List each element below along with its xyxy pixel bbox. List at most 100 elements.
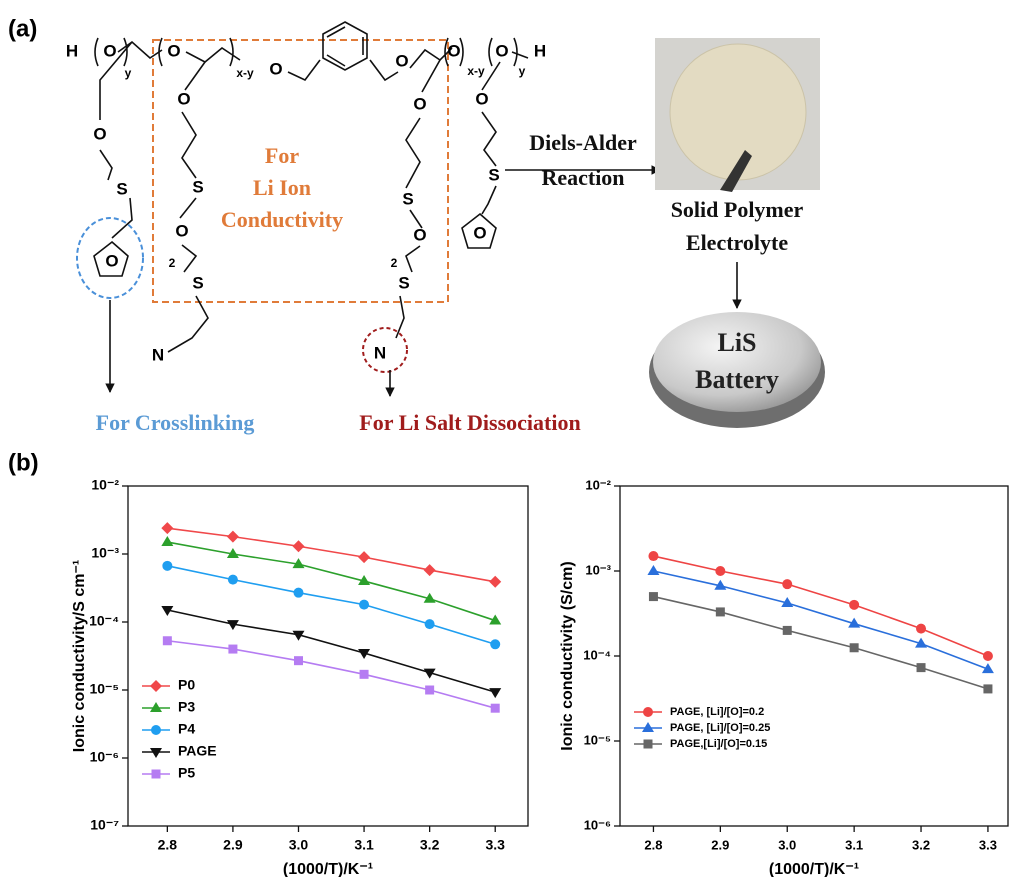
legend-marker: [150, 680, 162, 692]
data-point: [228, 575, 238, 585]
atom: O: [395, 51, 408, 70]
x-tick-label: 2.9: [223, 837, 243, 853]
atom: O: [175, 221, 188, 240]
legend-marker: [151, 725, 161, 735]
atom: O: [475, 89, 488, 108]
y-tick-label: 10⁻⁴: [583, 647, 611, 662]
legend-label: P5: [178, 765, 195, 781]
data-point: [489, 576, 501, 588]
x-tick-label: 3.1: [845, 837, 863, 852]
atom: O: [495, 41, 508, 60]
subscript: x-y: [467, 64, 485, 78]
panel-label: (b): [8, 449, 39, 476]
product-text: Solid Polymer: [671, 197, 804, 222]
legend-label: P4: [178, 721, 195, 737]
data-point: [647, 565, 659, 575]
subscript: y: [519, 64, 526, 78]
series-line: [167, 641, 495, 708]
reaction-text: Diels-Alder: [529, 130, 637, 155]
data-point: [489, 688, 501, 698]
data-point: [425, 619, 435, 629]
atom: N: [152, 345, 164, 364]
dissociation-text: For Li Salt Dissociation: [359, 410, 580, 435]
legend-marker: [644, 740, 653, 749]
data-point: [294, 656, 303, 665]
legend-marker: [150, 748, 162, 758]
atom: H: [534, 41, 546, 60]
atom: S: [116, 179, 127, 198]
atom: O: [103, 41, 116, 60]
y-tick-label: 10⁻²: [91, 477, 119, 493]
atom: N: [374, 343, 386, 362]
data-point: [292, 540, 304, 552]
data-point: [782, 579, 792, 589]
series-line: [653, 597, 987, 689]
data-point: [227, 531, 239, 543]
box-text: For: [265, 143, 299, 168]
atom: O: [177, 89, 190, 108]
panel-a: (a) H O y O x-y O O O x-y O y H O S O O …: [8, 15, 825, 435]
atom: S: [398, 273, 409, 292]
data-point: [360, 670, 369, 679]
atom: O: [413, 225, 426, 244]
data-point: [716, 607, 725, 616]
x-tick-label: 2.9: [711, 837, 729, 852]
data-point: [491, 704, 500, 713]
atom: O: [167, 41, 180, 60]
series-line: [167, 528, 495, 582]
y-tick-label: 10⁻³: [585, 562, 611, 577]
legend-label: PAGE, [Li]/[O]=0.2: [670, 706, 764, 718]
data-point: [983, 684, 992, 693]
y-tick-label: 10⁻²: [585, 477, 611, 492]
x-tick-label: 3.2: [420, 837, 440, 853]
data-point: [783, 626, 792, 635]
figure: (a) H O y O x-y O O O x-y O y H O S O O …: [0, 0, 1011, 877]
data-point: [162, 561, 172, 571]
series-line: [167, 610, 495, 692]
data-point: [228, 645, 237, 654]
legend-marker: [643, 707, 653, 717]
y-tick-label: 10⁻³: [91, 545, 119, 561]
y-tick-label: 10⁻⁶: [90, 749, 119, 765]
y-tick-label: 10⁻⁶: [584, 817, 611, 832]
legend-label: PAGE, [Li]/[O]=0.25: [670, 722, 770, 734]
x-tick-label: 3.3: [485, 837, 505, 853]
series-line: [167, 566, 495, 644]
y-tick-label: 10⁻⁷: [90, 817, 119, 833]
data-point: [490, 639, 500, 649]
data-point: [163, 636, 172, 645]
atom: O: [269, 59, 282, 78]
box-text: Li Ion: [253, 175, 311, 200]
data-point: [293, 588, 303, 598]
subscript: 2: [169, 256, 176, 270]
data-point: [161, 536, 173, 546]
x-tick-label: 2.8: [644, 837, 662, 852]
x-axis-label: (1000/T)/K⁻¹: [769, 861, 859, 877]
subscript: 2: [391, 256, 398, 270]
data-point: [983, 651, 993, 661]
data-point: [359, 600, 369, 610]
box-text: Conductivity: [221, 207, 343, 232]
data-point: [161, 522, 173, 534]
atom: S: [488, 165, 499, 184]
data-point: [648, 551, 658, 561]
product-text: Electrolyte: [686, 230, 788, 255]
data-point: [916, 624, 926, 634]
x-tick-label: 3.3: [979, 837, 997, 852]
subscript: y: [125, 66, 132, 80]
data-point: [917, 663, 926, 672]
series-line: [653, 556, 987, 656]
plot-frame: [620, 486, 1008, 826]
data-point: [715, 566, 725, 576]
y-tick-label: 10⁻⁴: [89, 613, 119, 629]
data-point: [850, 643, 859, 652]
series-line: [653, 571, 987, 669]
atom: O: [413, 94, 426, 113]
legend-label: P0: [178, 677, 195, 693]
chain-right: [482, 62, 500, 214]
crosslink-text: For Crosslinking: [96, 410, 255, 435]
y-axis-label: Ionic conductivity/S cm⁻¹: [71, 560, 88, 752]
atom: O: [93, 124, 106, 143]
